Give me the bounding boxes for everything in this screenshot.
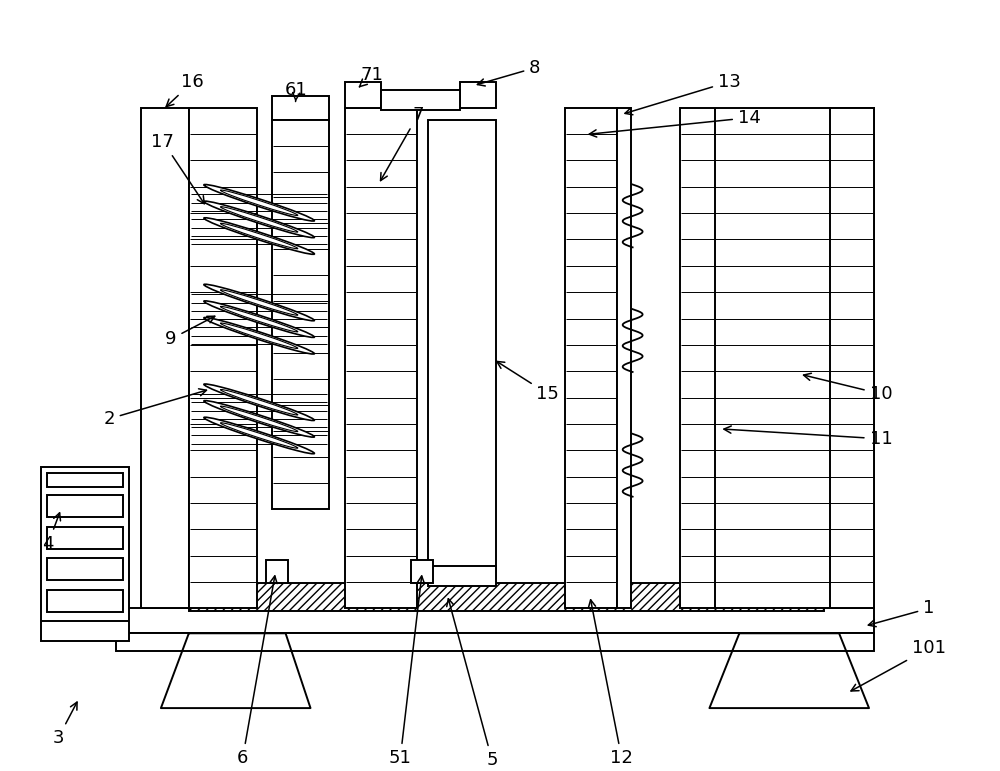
Ellipse shape — [220, 207, 298, 232]
Ellipse shape — [220, 290, 298, 315]
Bar — [428, 567, 496, 587]
Text: 3: 3 — [52, 702, 77, 747]
Bar — [830, 108, 874, 608]
Text: 15: 15 — [497, 362, 559, 403]
Ellipse shape — [204, 417, 314, 454]
Ellipse shape — [220, 406, 298, 432]
Text: 10: 10 — [804, 373, 892, 403]
Bar — [47, 558, 123, 581]
Ellipse shape — [204, 184, 314, 221]
Text: 61: 61 — [285, 81, 308, 102]
Text: 101: 101 — [851, 639, 946, 691]
Bar — [680, 108, 874, 608]
Text: 13: 13 — [625, 72, 741, 115]
Bar — [345, 82, 381, 108]
Ellipse shape — [204, 284, 314, 321]
Ellipse shape — [220, 389, 298, 415]
Polygon shape — [161, 633, 311, 708]
Text: 1: 1 — [868, 599, 935, 627]
Ellipse shape — [204, 384, 314, 420]
Ellipse shape — [220, 323, 298, 348]
Text: 51: 51 — [389, 576, 424, 767]
Text: 6: 6 — [237, 576, 277, 767]
Bar — [47, 591, 123, 612]
Text: 9: 9 — [165, 316, 215, 348]
Bar — [617, 108, 631, 608]
Text: 14: 14 — [589, 109, 761, 137]
Ellipse shape — [204, 201, 314, 237]
Polygon shape — [709, 633, 869, 708]
Text: 17: 17 — [151, 133, 204, 204]
Bar — [411, 561, 433, 584]
Bar — [116, 633, 874, 651]
Ellipse shape — [204, 318, 314, 354]
Text: 12: 12 — [588, 600, 633, 767]
Bar — [345, 108, 417, 608]
Text: 16: 16 — [166, 72, 204, 106]
Ellipse shape — [204, 301, 314, 338]
Text: 11: 11 — [724, 426, 892, 448]
Text: 7: 7 — [381, 106, 424, 180]
Text: 2: 2 — [103, 389, 206, 428]
Bar — [116, 608, 874, 633]
Bar — [428, 120, 496, 578]
Bar — [47, 495, 123, 517]
Text: 8: 8 — [477, 59, 541, 86]
Bar — [47, 527, 123, 548]
Ellipse shape — [204, 217, 314, 254]
Bar — [47, 473, 123, 487]
Ellipse shape — [204, 401, 314, 437]
Bar — [266, 561, 288, 584]
Ellipse shape — [220, 306, 298, 332]
Bar — [272, 120, 329, 509]
Bar — [460, 82, 496, 108]
Bar — [565, 108, 617, 608]
Text: 71: 71 — [359, 66, 384, 87]
Ellipse shape — [220, 190, 298, 216]
Bar — [141, 108, 189, 608]
Ellipse shape — [220, 423, 298, 448]
Bar — [189, 584, 824, 611]
Bar — [41, 466, 129, 641]
Text: 5: 5 — [447, 599, 498, 769]
Bar — [272, 96, 329, 120]
Text: 4: 4 — [42, 513, 60, 553]
Bar — [189, 108, 257, 608]
Bar — [381, 89, 460, 109]
Ellipse shape — [220, 224, 298, 249]
